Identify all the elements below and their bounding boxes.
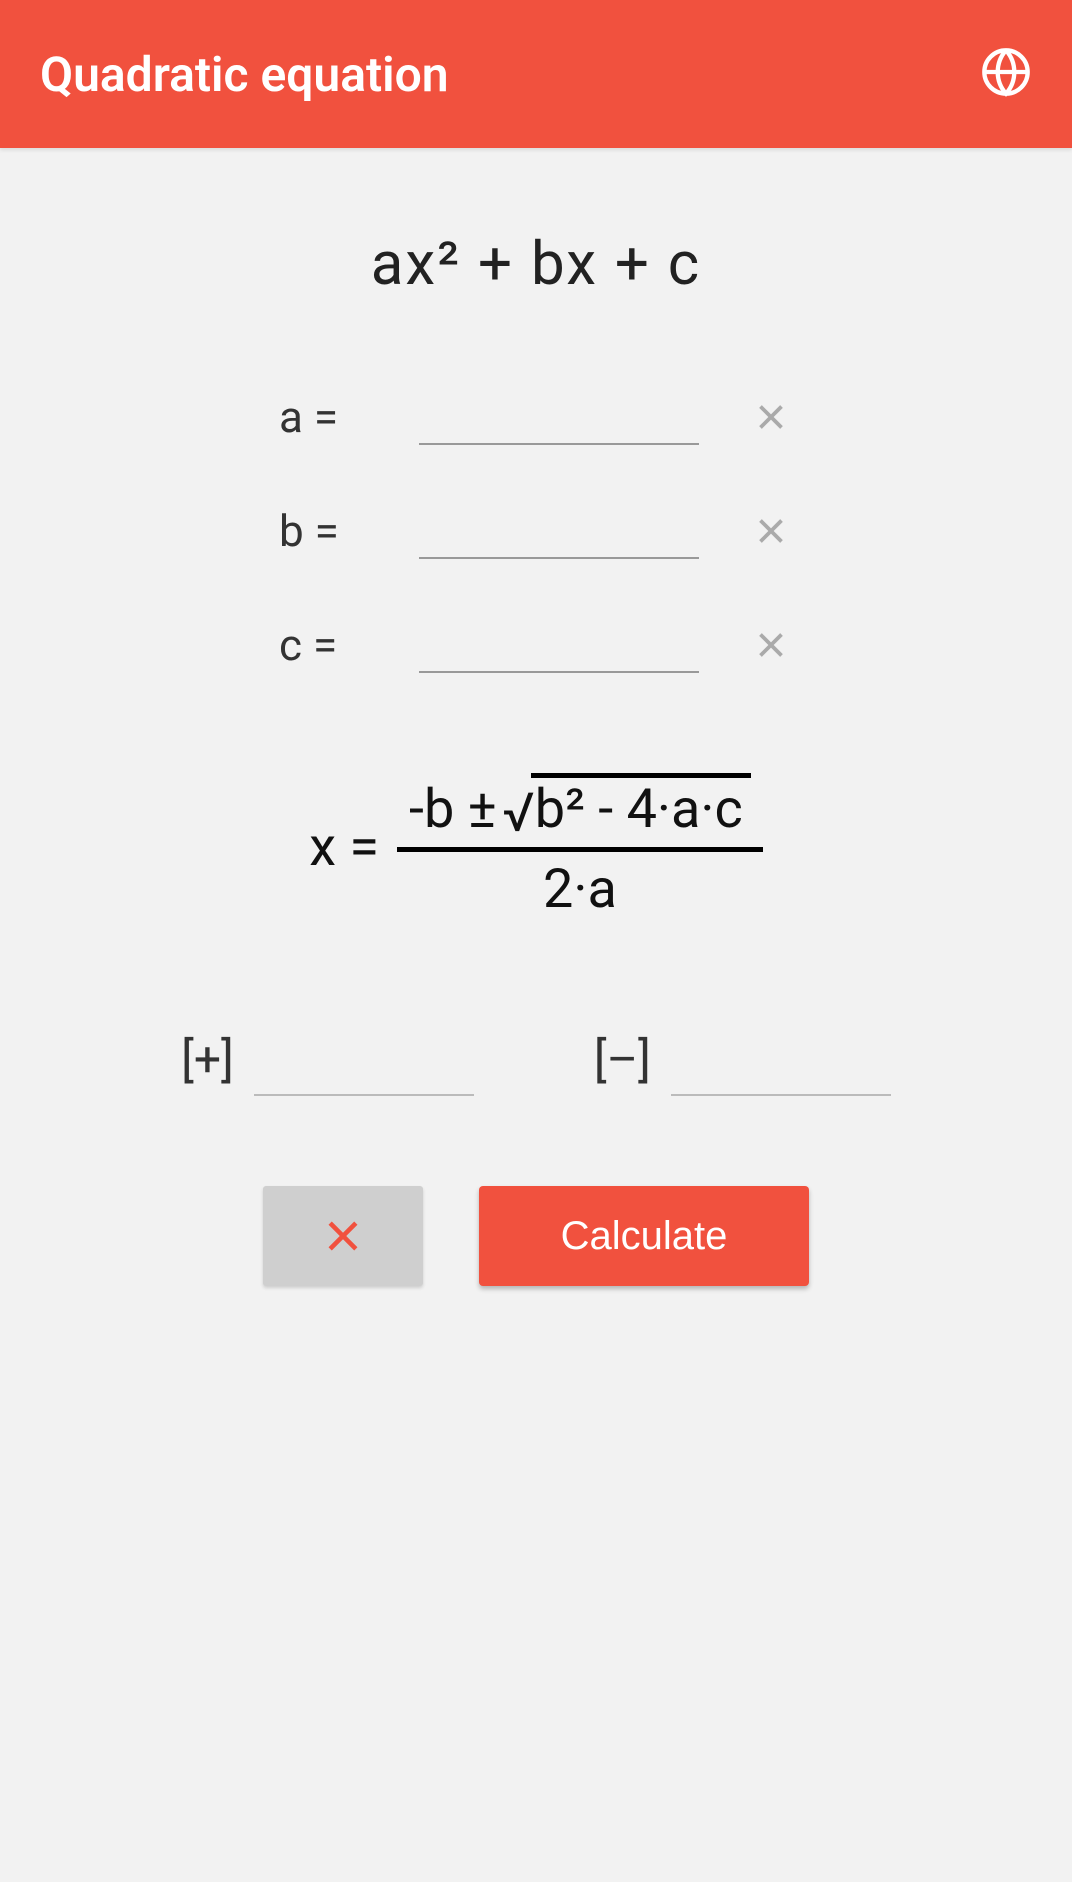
close-icon [753, 627, 789, 663]
result-minus-field [671, 1040, 891, 1096]
buttons-row: Calculate [263, 1186, 809, 1286]
result-minus-group: [–] [594, 1031, 891, 1096]
equation-display: ax² + bx + c [371, 228, 701, 299]
sqrt-wrap: √ b² - 4·a·c [503, 773, 751, 841]
numerator-prefix: -b ± [409, 778, 497, 841]
close-icon [321, 1214, 365, 1258]
clear-a-button[interactable] [749, 395, 793, 439]
page-title: Quadratic equation [40, 46, 449, 103]
input-c[interactable] [419, 617, 699, 673]
clear-b-button[interactable] [749, 509, 793, 553]
clear-c-button[interactable] [749, 623, 793, 667]
language-button[interactable] [980, 46, 1032, 102]
label-a: a = [279, 391, 389, 443]
result-plus-label: [+] [181, 1031, 234, 1096]
app-header: Quadratic equation [0, 0, 1072, 148]
clear-all-button[interactable] [263, 1186, 423, 1286]
formula-denominator: 2·a [543, 852, 617, 921]
radicand: b² - 4·a·c [531, 773, 751, 841]
formula-fraction: -b ± √ b² - 4·a·c 2·a [397, 773, 763, 921]
result-plus-field [254, 1040, 474, 1096]
result-minus-label: [–] [594, 1031, 651, 1096]
input-b[interactable] [419, 503, 699, 559]
close-icon [753, 399, 789, 435]
calculate-button[interactable]: Calculate [479, 1186, 809, 1286]
result-plus-group: [+] [181, 1031, 474, 1096]
formula-numerator: -b ± √ b² - 4·a·c [397, 773, 763, 847]
globe-icon [980, 46, 1032, 98]
close-icon [753, 513, 789, 549]
radical-icon: √ [503, 782, 535, 845]
quadratic-formula: x = -b ± √ b² - 4·a·c 2·a [309, 773, 763, 921]
coefficient-inputs: a = b = c = [279, 389, 793, 673]
label-c: c = [279, 619, 389, 671]
main-content: ax² + bx + c a = b = c = [0, 148, 1072, 1286]
formula-lhs: x = [309, 816, 379, 879]
input-a[interactable] [419, 389, 699, 445]
results-row: [+] [–] [181, 1031, 891, 1096]
input-row-a: a = [279, 389, 793, 445]
input-row-b: b = [279, 503, 793, 559]
label-b: b = [279, 505, 389, 557]
input-row-c: c = [279, 617, 793, 673]
